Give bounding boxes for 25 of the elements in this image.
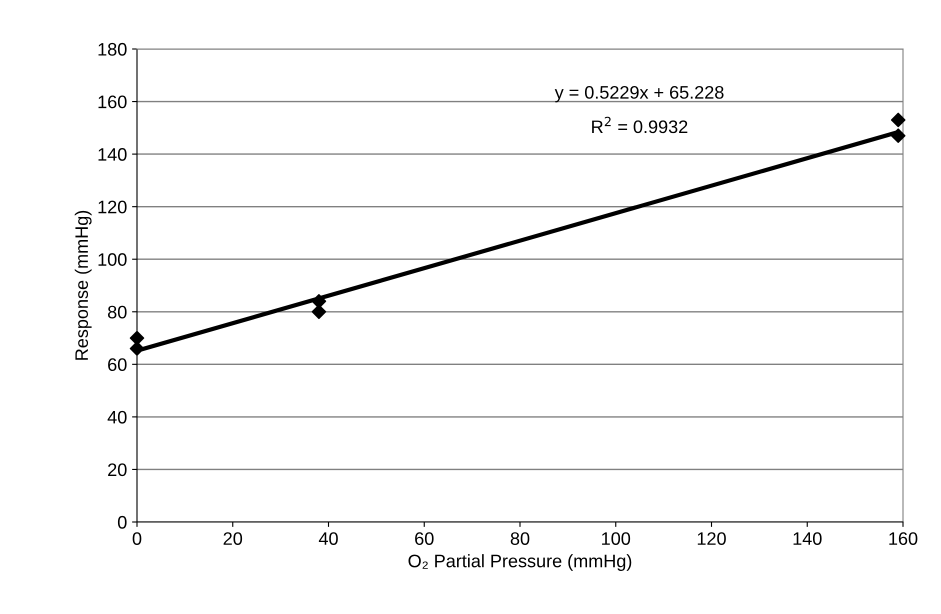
y-axis-title: Response (mmHg) xyxy=(74,210,92,360)
x-tick-label: 120 xyxy=(698,532,726,545)
x-axis-title: O₂ Partial Pressure (mmHg) xyxy=(408,554,632,571)
point xyxy=(130,330,144,346)
x-tick-label: 0 xyxy=(132,532,142,545)
x-tick-label: 140 xyxy=(794,532,822,545)
x-tick-label: 80 xyxy=(510,532,530,545)
x-tick-label: 40 xyxy=(318,532,338,545)
y-tick-label: 80 xyxy=(108,306,127,318)
y-tick-label: 160 xyxy=(98,95,127,108)
y-tick-label: 120 xyxy=(98,200,127,214)
x-tick-label: 100 xyxy=(602,532,630,545)
point xyxy=(890,112,906,128)
y-tick-label: 20 xyxy=(108,463,127,476)
y-tick-label: 0 xyxy=(118,516,127,529)
y-tick-label: 40 xyxy=(108,410,127,424)
x-tick-label: 60 xyxy=(415,532,434,545)
y-tick-label: 140 xyxy=(98,148,127,161)
y-tick-label: 180 xyxy=(98,42,127,56)
x-tick-label: 20 xyxy=(224,532,242,545)
y-tick-label: 100 xyxy=(98,253,127,266)
annotation: R$^{2}$ = 0.9932 xyxy=(592,116,688,134)
annotation: y = 0.5229x + 65.228 xyxy=(554,86,724,102)
x-tick-label: 160 xyxy=(889,532,918,545)
y-tick-label: 60 xyxy=(108,358,127,372)
